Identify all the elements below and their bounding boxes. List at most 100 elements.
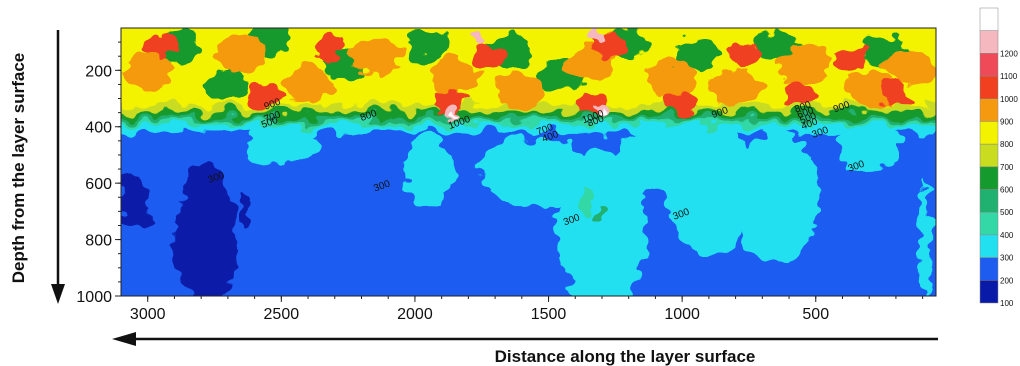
contour-label: 300 (672, 206, 692, 222)
contour-label: 800 (586, 113, 606, 129)
legend-label: 1200 (1000, 49, 1018, 58)
plot-frame (120, 27, 937, 297)
x-axis-title: Distance along the layer surface (495, 347, 756, 366)
legend-swatch (979, 166, 999, 190)
contour-label: 700 (263, 109, 283, 125)
legend-label: 800 (1000, 140, 1014, 149)
x-tick-label: 2000 (397, 306, 433, 323)
patch-900 (843, 71, 895, 109)
patch-900 (122, 51, 174, 89)
patch-peak (599, 108, 608, 115)
patch-1000 (145, 33, 178, 57)
x-tick-label: 3000 (130, 306, 166, 323)
legend-swatch (979, 143, 999, 168)
x-axis: 3000 2500 2000 1500 1000 500 (130, 296, 924, 323)
region-400 (580, 188, 597, 212)
y-axis: 200 400 600 800 1000 (76, 41, 121, 306)
patch-1000 (879, 81, 912, 105)
contour-label: 900 (832, 99, 852, 115)
contour-label: 400 (541, 129, 561, 145)
legend-label: 200 (1000, 276, 1014, 285)
region-300 (615, 126, 696, 195)
legend-label: 1100 (1000, 72, 1018, 81)
region-300 (779, 180, 799, 203)
legend-label: 500 (1000, 208, 1014, 217)
legend-label: 400 (1000, 231, 1014, 240)
y-tick-label: 600 (85, 176, 112, 193)
patch-peak (448, 111, 457, 117)
legend-swatch (979, 75, 999, 100)
legend-swatch (979, 280, 999, 304)
contour-field (121, 28, 936, 296)
region-400 (597, 204, 607, 219)
region-100 (238, 194, 250, 229)
color-legend: 1200 1100 1000 900 800 700 600 500 400 300 200 100 (979, 7, 1018, 308)
patch-1000 (831, 47, 864, 71)
contour-label: 800 (359, 108, 379, 124)
contour-label: 500 (260, 115, 280, 131)
y-tick-label: 800 (85, 233, 112, 250)
legend-label: 600 (1000, 186, 1014, 195)
patch-1200 (471, 33, 488, 46)
patch-900 (496, 71, 548, 109)
region-300 (481, 138, 589, 206)
contour-label: 700 (535, 122, 555, 138)
patch-900 (710, 68, 761, 106)
region-300 (837, 121, 902, 172)
patch-600 (672, 40, 719, 72)
contour-label: 800 (793, 99, 813, 115)
contour-label: 300 (207, 170, 227, 186)
y-axis-title: Depth from the layer surface (9, 53, 28, 284)
legend-swatch (979, 53, 999, 77)
region-300 (404, 135, 453, 209)
legend-swatch (979, 121, 999, 145)
patch-900 (643, 60, 695, 98)
legend-swatch (979, 257, 999, 281)
contour-label: 500 (798, 111, 818, 127)
depth-arrow (51, 30, 65, 304)
x-tick-label: 2500 (264, 306, 300, 323)
patch-1000 (783, 81, 816, 105)
patch-1000 (666, 92, 699, 117)
patch-900 (883, 46, 935, 84)
legend-swatch (979, 98, 999, 122)
contour-label: 300 (811, 125, 831, 141)
contour-label: 300 (562, 212, 582, 228)
legend-label: 100 (1000, 299, 1014, 308)
patch-1200 (588, 30, 605, 43)
legend-label: 900 (1000, 117, 1014, 126)
patch-600 (405, 29, 452, 61)
contour-label: 300 (372, 178, 392, 194)
legend-label: 300 (1000, 254, 1014, 263)
region-100 (121, 174, 151, 226)
legend-label: 700 (1000, 163, 1014, 172)
region-300 (243, 123, 319, 164)
x-tick-label: 1500 (531, 306, 567, 323)
patch-900 (215, 35, 267, 72)
legend-swatch (979, 211, 999, 236)
patch-1000 (730, 44, 763, 69)
patch-900 (282, 66, 334, 103)
patch-1000 (473, 44, 506, 69)
legend-swatch (979, 234, 999, 258)
patch-900 (429, 57, 481, 95)
legend-swatch (979, 30, 999, 54)
legend-label: 1000 (1000, 95, 1018, 104)
patch-900 (349, 37, 401, 75)
contour-label: 300 (847, 159, 867, 175)
patch-1000 (313, 35, 346, 60)
patch-600 (205, 68, 251, 100)
contour-label: 900 (263, 96, 283, 112)
region-300 (917, 183, 931, 296)
y-tick-label: 400 (85, 120, 112, 137)
patch-900 (777, 46, 828, 84)
y-tick-label: 200 (85, 63, 112, 80)
x-tick-label: 1000 (664, 306, 700, 323)
region-300 (732, 129, 819, 265)
y-tick-label: 1000 (76, 289, 112, 306)
legend-swatch (979, 189, 999, 213)
region-100 (177, 160, 236, 296)
